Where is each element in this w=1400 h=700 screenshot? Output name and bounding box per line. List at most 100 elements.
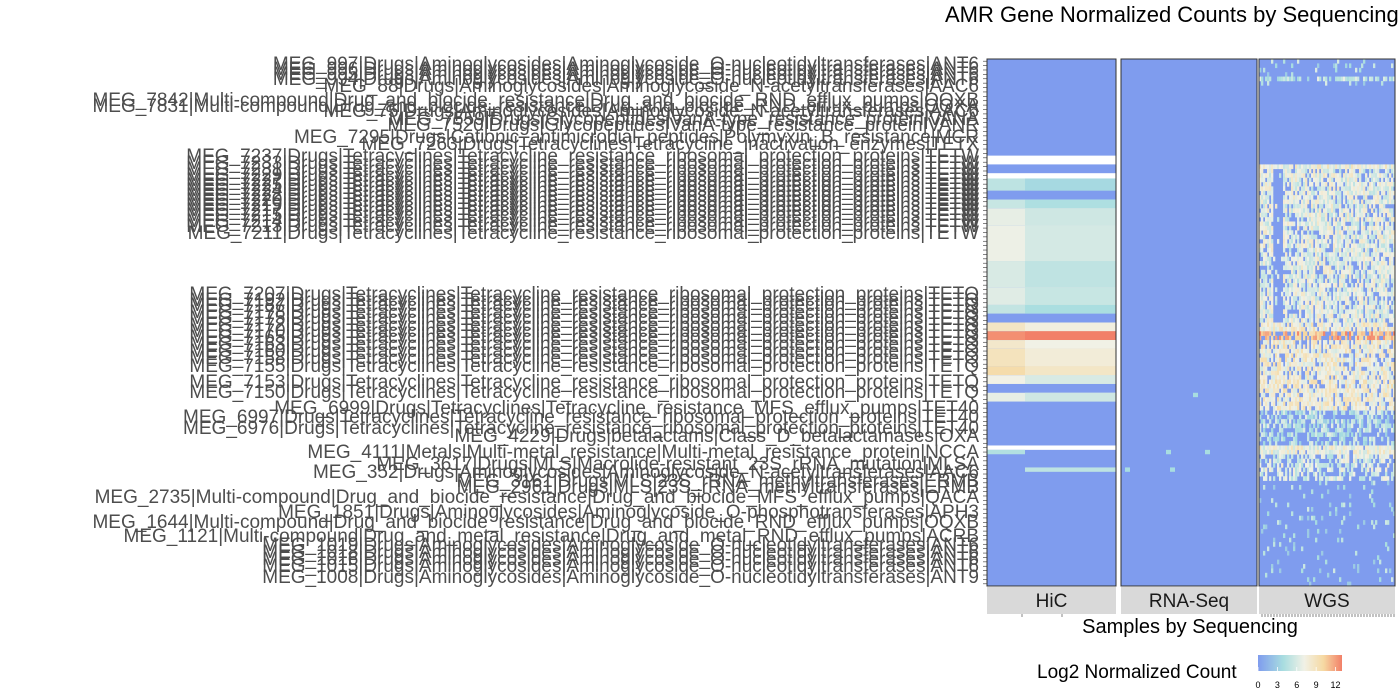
heat-cell — [1329, 383, 1332, 389]
heat-cell — [1323, 269, 1326, 275]
heat-cell — [1311, 261, 1314, 266]
heat-cell — [1349, 348, 1352, 354]
heat-cell — [1259, 195, 1262, 200]
heat-cell — [1377, 340, 1380, 345]
heat-cell — [1385, 195, 1388, 200]
heat-cell — [1311, 243, 1314, 249]
heat-cell — [1261, 296, 1264, 301]
heat-cell — [1367, 388, 1370, 394]
heat-cell — [1271, 467, 1274, 473]
heat-cell — [1331, 300, 1334, 306]
row-label: MEG_7225|Drugs|Tetracyclines|Tetracyclin… — [186, 175, 979, 196]
heat-cell — [1349, 217, 1352, 222]
heat-cell — [1317, 221, 1320, 227]
heat-cell — [1361, 423, 1364, 429]
heat-cell — [1309, 265, 1312, 271]
heat-cell — [1325, 375, 1328, 380]
heat-cell — [1383, 362, 1386, 367]
heat-cell — [1387, 208, 1390, 214]
heat-cell — [1379, 261, 1382, 266]
heat-cell — [1293, 357, 1296, 363]
heat-cell — [1383, 313, 1386, 319]
heat-cell — [1339, 313, 1342, 319]
heat-cell — [1385, 392, 1388, 398]
heat-cell — [1343, 274, 1346, 279]
heat-cell — [1355, 177, 1358, 183]
heat-cell — [1307, 375, 1310, 380]
heat-cell — [1325, 528, 1328, 534]
heat-cell — [1385, 234, 1388, 240]
heat-cell — [1359, 265, 1362, 271]
heat-cell — [1387, 195, 1390, 200]
heat-cell — [1389, 190, 1392, 196]
heat-cell — [1311, 379, 1314, 385]
heat-cell — [1351, 423, 1354, 429]
heat-cell — [1299, 269, 1302, 275]
heat-cell — [1319, 287, 1322, 293]
heat-cell — [1373, 203, 1376, 209]
heat-cell — [1285, 370, 1288, 376]
heat-cell — [1345, 252, 1348, 257]
heat-cell — [1343, 357, 1346, 363]
heat-cell — [1361, 449, 1364, 455]
heat-cell — [1393, 282, 1396, 288]
heat-cell — [1345, 225, 1348, 231]
heat-cell — [1355, 304, 1358, 310]
heat-cell — [1297, 331, 1300, 336]
heat-cell — [1285, 199, 1288, 205]
heat-cell — [1277, 520, 1280, 525]
heat-cell — [1309, 261, 1312, 266]
heat-cell — [1303, 467, 1306, 473]
heat-cell — [1383, 282, 1386, 288]
heat-cell — [1325, 357, 1328, 363]
heat-cell — [1359, 348, 1362, 354]
heat-cell — [1291, 445, 1294, 451]
heat-cell — [1385, 225, 1388, 231]
heat-cell — [1335, 335, 1338, 341]
heat-cell — [1361, 291, 1364, 297]
heat-cell — [1373, 331, 1376, 336]
heat-cell — [1205, 449, 1210, 455]
heat-cell — [1367, 190, 1370, 196]
heat-cell — [1319, 432, 1322, 437]
heat-cell — [1297, 181, 1300, 187]
heat-cell — [1323, 221, 1326, 227]
heat-cell — [1345, 208, 1348, 214]
heat-cell — [1355, 234, 1358, 240]
heat-cell — [1289, 243, 1292, 249]
heat-cell — [1317, 256, 1320, 262]
heat-cell — [1385, 476, 1388, 481]
heat-cell — [1333, 217, 1336, 222]
heat-cell — [1345, 190, 1348, 196]
heat-cell — [1299, 379, 1302, 385]
heat-cell — [1315, 239, 1318, 244]
heat-cell — [1289, 177, 1292, 183]
heat-cell — [1263, 344, 1266, 350]
heat-cell — [1279, 326, 1282, 332]
heat-cell — [1383, 401, 1386, 407]
heat-cell — [1379, 291, 1382, 297]
heat-cell — [1371, 340, 1374, 345]
heat-cell — [1389, 186, 1392, 192]
heat-cell — [1287, 414, 1290, 420]
heat-cell — [1365, 410, 1368, 416]
heat-cell — [1333, 203, 1336, 209]
heat-cell — [1391, 63, 1394, 69]
heat-cell — [1301, 221, 1304, 227]
heat-cell — [1391, 318, 1394, 323]
heat-cell — [1357, 326, 1360, 332]
heat-cell — [1345, 379, 1348, 385]
row-label: MEG_3617|Drugs|MLS|Macrolide-resistant_2… — [376, 454, 979, 475]
heat-cell — [1319, 476, 1322, 481]
heat-cell — [1329, 173, 1332, 178]
heat-cell — [1373, 190, 1376, 196]
heat-cell — [1311, 247, 1314, 253]
heat-cell — [1329, 502, 1332, 508]
heat-cell — [1323, 181, 1326, 187]
heat-cell — [1379, 379, 1382, 385]
heat-cell — [1333, 344, 1336, 350]
heat-cell — [1307, 186, 1310, 192]
heat-cell — [1359, 388, 1362, 394]
heat-cell — [1321, 230, 1324, 235]
heat-cell — [1369, 427, 1372, 433]
